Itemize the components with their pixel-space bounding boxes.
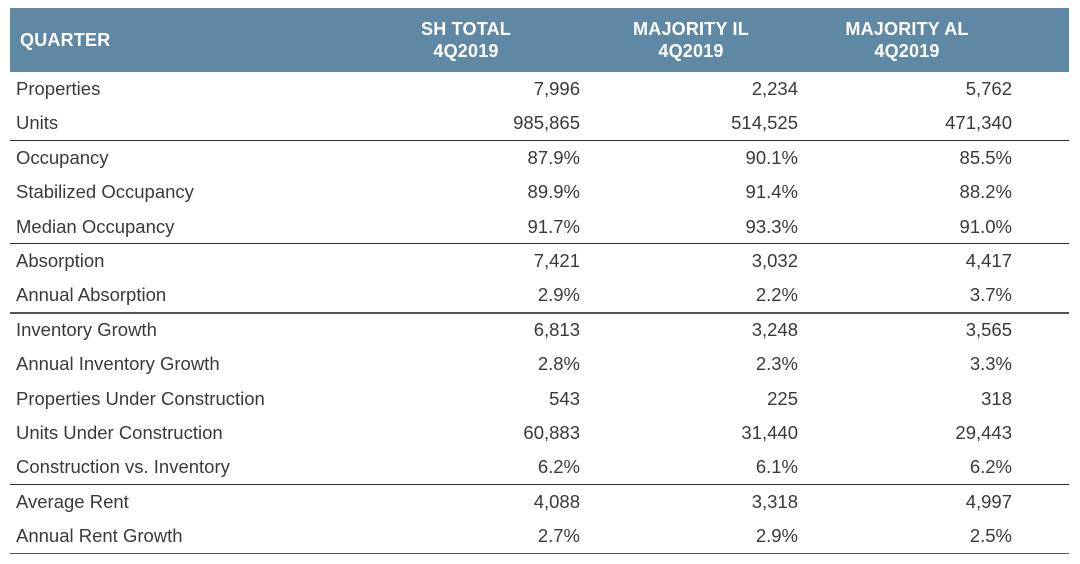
cell-sh-total: 2.9% (537, 284, 580, 306)
table-row: Properties Under Construction 543 225 31… (10, 382, 1069, 416)
row-label: Median Occupancy (16, 215, 175, 237)
cell-majority-al: 318 (981, 387, 1012, 409)
cell-majority-al: 4,997 (800, 484, 1014, 520)
cell-majority-il: 2.2% (755, 284, 798, 306)
cell-majority-al: 4,417 (800, 243, 1014, 279)
row-label: Construction vs. Inventory (16, 456, 230, 478)
cell-majority-il: 93.3% (745, 215, 798, 237)
header-spacer (1014, 8, 1069, 72)
cell-majority-al: 3.7% (969, 284, 1012, 306)
cell-sh-total: 6,813 (350, 311, 582, 348)
cell-majority-il: 3,248 (582, 311, 800, 348)
table-row: Units Under Construction 60,883 31,440 2… (10, 416, 1069, 450)
cell-sh-total: 2.7% (350, 519, 582, 554)
table-row: Average Rent 4,088 3,318 4,997 (10, 484, 1069, 520)
cell-majority-al: 85.5% (800, 140, 1014, 176)
cell-sh-total: 6.2% (537, 456, 580, 478)
cell-majority-al: 88.2% (959, 181, 1012, 203)
cell-majority-il: 6.1% (755, 456, 798, 478)
row-label: Properties (16, 78, 101, 100)
row-label: Properties Under Construction (16, 387, 265, 409)
cell-sh-total: 87.9% (350, 140, 582, 176)
row-label: Stabilized Occupancy (16, 181, 194, 203)
cell-majority-il: 2.3% (755, 353, 798, 375)
table-row: Median Occupancy 91.7% 93.3% 91.0% (10, 210, 1069, 244)
row-label: Absorption (10, 243, 350, 279)
cell-majority-il: 514,525 (731, 112, 798, 134)
cell-majority-al: 3,565 (800, 311, 1014, 348)
row-label: Units (16, 112, 59, 134)
cell-sh-total: 543 (549, 387, 580, 409)
header-quarter: QUARTER (20, 30, 111, 50)
row-label: Average Rent (10, 484, 350, 520)
table-row: Occupancy 87.9% 90.1% 85.5% (10, 140, 1069, 176)
table-row: Annual Absorption 2.9% 2.2% 3.7% (10, 278, 1069, 312)
cell-majority-il: 90.1% (582, 140, 800, 176)
cell-majority-al: 6.2% (969, 456, 1012, 478)
cell-majority-al: 3.3% (969, 353, 1012, 375)
table-row: Annual Rent Growth 2.7% 2.9% 2.5% (10, 519, 1069, 554)
cell-sh-total: 7,421 (350, 243, 582, 279)
cell-sh-total: 91.7% (527, 215, 580, 237)
cell-majority-il: 2.9% (582, 519, 800, 554)
row-label: Units Under Construction (16, 422, 223, 444)
row-label: Annual Rent Growth (10, 519, 350, 554)
cell-majority-al: 29,443 (955, 422, 1012, 444)
cell-sh-total: 7,996 (533, 78, 580, 100)
table-body: Properties 7,996 2,234 5,762 Units 985,8… (10, 72, 1069, 554)
cell-majority-il: 3,318 (582, 484, 800, 520)
cell-majority-al: 5,762 (965, 78, 1012, 100)
cell-sh-total: 4,088 (350, 484, 582, 520)
header-sh-total: SH TOTAL 4Q2019 (421, 19, 511, 61)
table-row: Properties 7,996 2,234 5,762 (10, 72, 1069, 106)
cell-majority-il: 3,032 (582, 243, 800, 279)
table-row: Annual Inventory Growth 2.8% 2.3% 3.3% (10, 347, 1069, 381)
cell-majority-il: 2,234 (751, 78, 798, 100)
header-majority-al: MAJORITY AL 4Q2019 (845, 19, 969, 61)
cell-sh-total: 60,883 (523, 422, 580, 444)
cell-sh-total: 89.9% (527, 181, 580, 203)
table-row: Units 985,865 514,525 471,340 (10, 106, 1069, 140)
cell-majority-al: 2.5% (800, 519, 1014, 554)
cell-majority-al: 91.0% (959, 215, 1012, 237)
table-row: Absorption 7,421 3,032 4,417 (10, 243, 1069, 279)
row-label: Annual Absorption (16, 284, 167, 306)
header-majority-il: MAJORITY IL 4Q2019 (633, 19, 749, 61)
table-row: Inventory Growth 6,813 3,248 3,565 (10, 311, 1069, 348)
header-row: QUARTER SH TOTAL 4Q2019 MAJORITY IL 4Q20… (10, 8, 1069, 72)
cell-sh-total: 985,865 (513, 112, 580, 134)
cell-sh-total: 2.8% (537, 353, 580, 375)
table-row: Construction vs. Inventory 6.2% 6.1% 6.2… (10, 450, 1069, 484)
row-label: Annual Inventory Growth (16, 353, 220, 375)
table-row: Stabilized Occupancy 89.9% 91.4% 88.2% (10, 175, 1069, 209)
row-label: Occupancy (10, 140, 350, 176)
cell-majority-al: 471,340 (945, 112, 1012, 134)
cell-majority-il: 91.4% (745, 181, 798, 203)
table-header: QUARTER SH TOTAL 4Q2019 MAJORITY IL 4Q20… (10, 8, 1069, 72)
market-data-table: QUARTER SH TOTAL 4Q2019 MAJORITY IL 4Q20… (10, 8, 1069, 554)
row-label: Inventory Growth (10, 311, 350, 348)
cell-majority-il: 31,440 (741, 422, 798, 444)
cell-majority-il: 225 (767, 387, 798, 409)
